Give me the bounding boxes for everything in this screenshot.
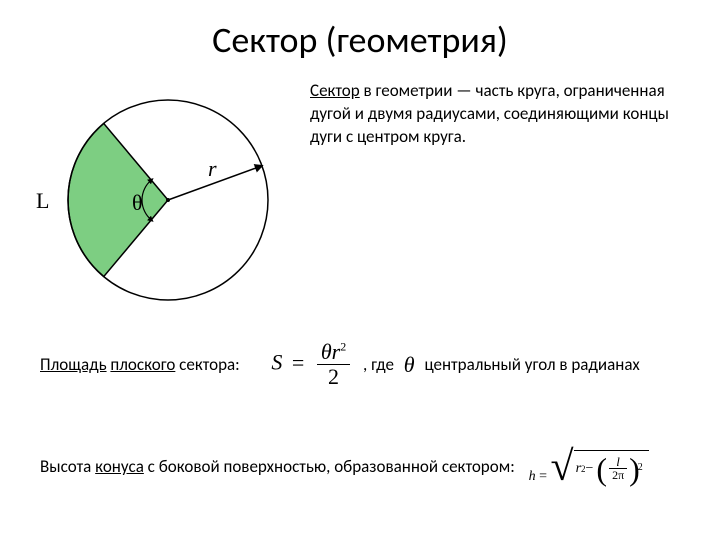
definition-rest: в геометрии — часть круга, ограниченная … — [310, 80, 669, 147]
height-lead: Высота — [40, 456, 95, 477]
theta-symbol: θ — [404, 352, 415, 378]
height-rest: с боковой поверхностью, образованной сек… — [144, 456, 515, 477]
height-formula: h = √ r2 − ( l 2π ) 2 — [529, 450, 649, 486]
definition-text: Сектор в геометрии — часть круга, ограни… — [310, 80, 690, 149]
area-tail: центральный угол в радианах — [424, 354, 639, 375]
area-label: Площадь плоского сектора: — [40, 354, 240, 375]
page-title: Сектор (геометрия) — [0, 18, 720, 62]
height-link: конуса — [95, 456, 144, 477]
label-L: L — [36, 188, 49, 213]
label-theta: θ — [132, 190, 143, 215]
sector-diagram: L θ r — [28, 80, 278, 330]
area-gde: , где — [363, 354, 394, 375]
area-label-u1: Площадь — [40, 354, 107, 375]
label-r: r — [208, 156, 217, 181]
area-label-u2: плоского — [110, 354, 175, 375]
center-dot — [166, 198, 170, 202]
area-formula: S = θr2 2 — [271, 340, 353, 389]
definition-lead: Сектор — [310, 80, 360, 101]
height-formula-line: Высота конуса с боковой поверхностью, об… — [40, 450, 700, 486]
area-formula-line: Площадь плоского сектора: S = θr2 2 , гд… — [40, 340, 700, 390]
area-label-plain: сектора: — [175, 354, 239, 375]
